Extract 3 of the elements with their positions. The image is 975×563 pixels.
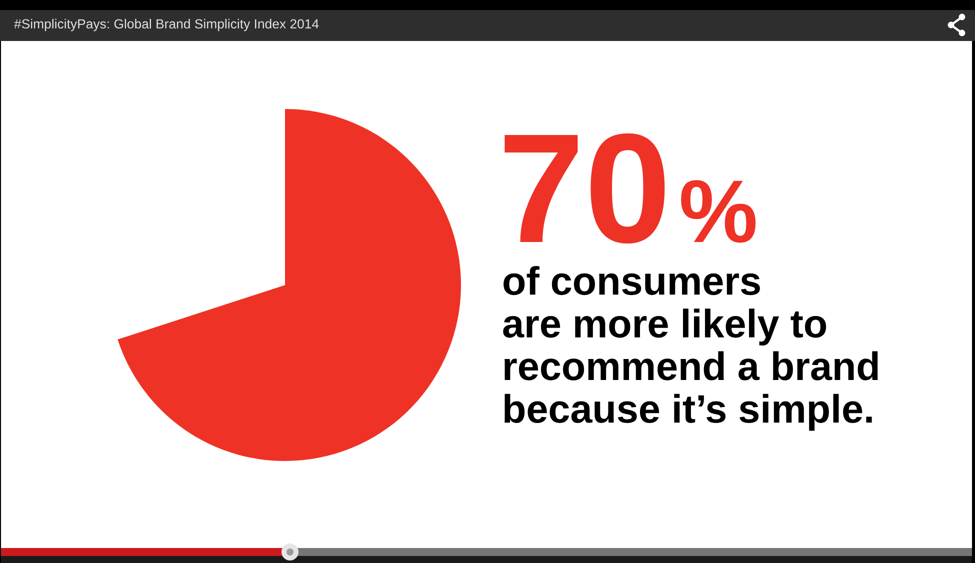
chart-title: #SimplicityPays: Global Brand Simplicity Index 2014 (14, 18, 319, 32)
text: of consumers are more likely to recommend a brand because it’s simple. (503, 266, 878, 431)
data-label: 70% (504, 133, 756, 244)
